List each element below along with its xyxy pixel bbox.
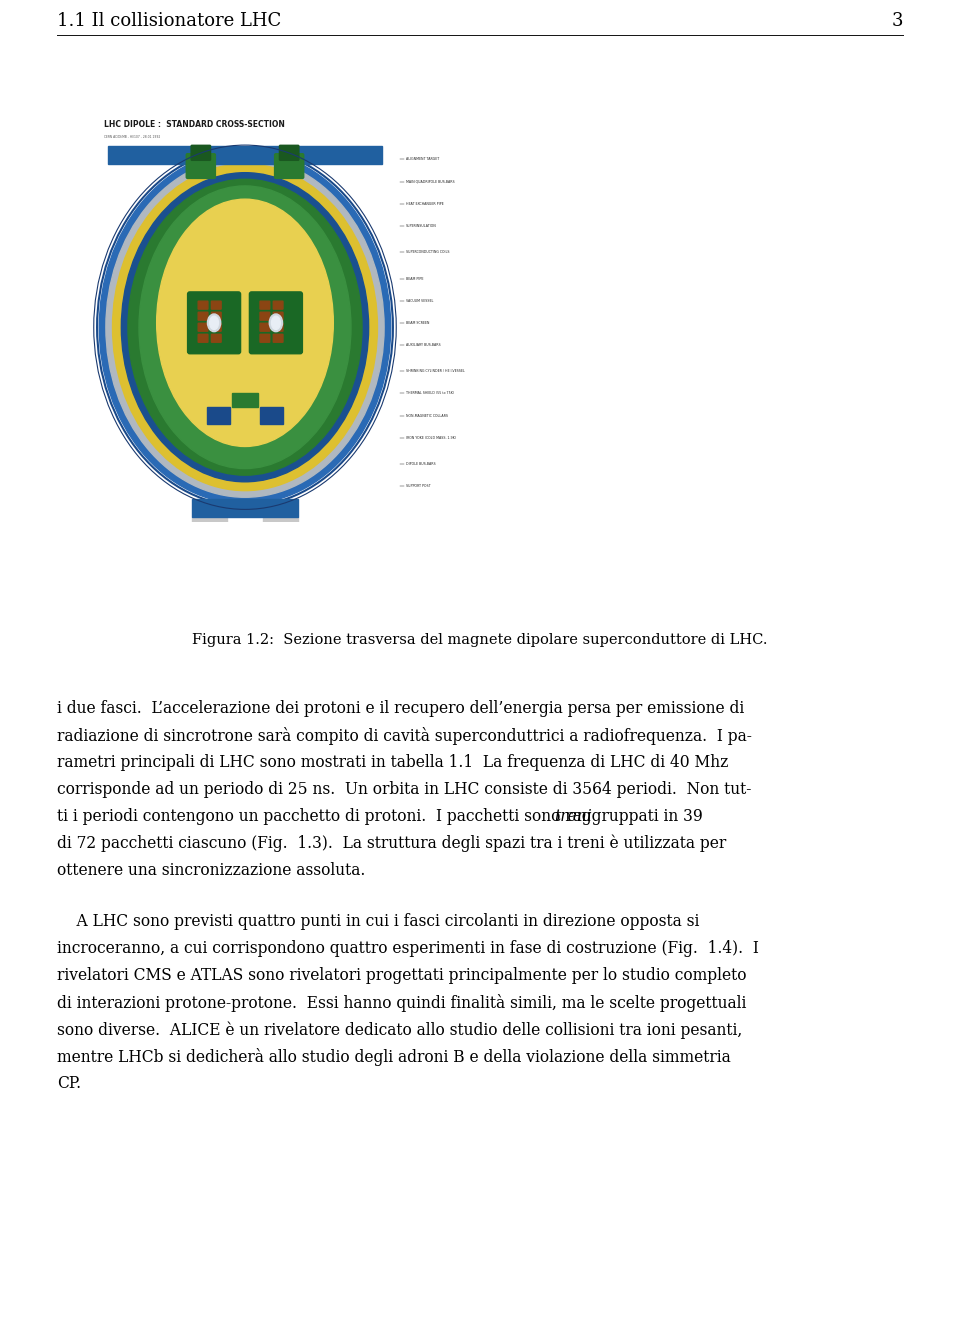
FancyBboxPatch shape [250,292,302,354]
Ellipse shape [207,314,221,331]
FancyBboxPatch shape [187,539,231,552]
FancyBboxPatch shape [231,393,258,406]
FancyBboxPatch shape [211,302,221,310]
Text: BEAM SCREEN: BEAM SCREEN [406,320,429,325]
Text: THERMAL SHIELD (55 to 75K): THERMAL SHIELD (55 to 75K) [406,392,454,396]
FancyBboxPatch shape [274,323,283,331]
FancyBboxPatch shape [211,323,221,331]
Ellipse shape [106,157,384,498]
FancyBboxPatch shape [258,539,302,552]
FancyBboxPatch shape [192,518,228,552]
Text: HEAT EXCHANGER PIPE: HEAT EXCHANGER PIPE [406,201,444,205]
Text: DIPOLE BUS-BARS: DIPOLE BUS-BARS [406,463,436,467]
FancyBboxPatch shape [198,334,208,342]
Text: BEAM PIPE: BEAM PIPE [406,276,423,280]
Text: SUPERINSULATION: SUPERINSULATION [406,224,437,228]
Text: di interazioni protone-protone.  Essi hanno quindi finalità simili, ma le scelte: di interazioni protone-protone. Essi han… [57,994,746,1012]
Text: AUXILIARY BUS-BARS: AUXILIARY BUS-BARS [406,343,441,347]
Text: treni: treni [554,809,592,825]
FancyBboxPatch shape [274,334,283,342]
FancyBboxPatch shape [207,406,229,424]
FancyBboxPatch shape [192,499,298,518]
FancyBboxPatch shape [258,546,302,552]
Text: i due fasci.  L’accelerazione dei protoni e il recupero dell’energia persa per e: i due fasci. L’accelerazione dei protoni… [57,700,744,717]
Text: SUPPORT POST: SUPPORT POST [406,484,431,488]
Ellipse shape [269,314,282,331]
FancyBboxPatch shape [260,406,282,424]
FancyBboxPatch shape [279,145,299,161]
FancyBboxPatch shape [211,312,221,320]
FancyBboxPatch shape [187,543,231,552]
Ellipse shape [156,200,333,447]
FancyBboxPatch shape [260,312,270,320]
Text: VACUUM VESSEL: VACUUM VESSEL [406,299,434,303]
Text: sono diverse.  ALICE è un rivelatore dedicato allo studio delle collisioni tra i: sono diverse. ALICE è un rivelatore dedi… [57,1022,742,1039]
FancyBboxPatch shape [108,146,382,164]
Ellipse shape [209,316,219,330]
Text: SHRINKING CYLINDER / HE I-VESSEL: SHRINKING CYLINDER / HE I-VESSEL [406,369,465,373]
Text: A LHC sono previsti quattro punti in cui i fasci circolanti in direzione opposta: A LHC sono previsti quattro punti in cui… [57,913,700,931]
Text: 1.1 Il collisionatore LHC: 1.1 Il collisionatore LHC [57,12,281,30]
Text: CERN AC/DI/MB - HI/107 - 28.01.1992: CERN AC/DI/MB - HI/107 - 28.01.1992 [104,135,160,139]
Text: incroceranno, a cui corrispondono quattro esperimenti in fase di costruzione (Fi: incroceranno, a cui corrispondono quattr… [57,940,758,957]
FancyBboxPatch shape [187,546,231,552]
Ellipse shape [112,164,377,491]
FancyBboxPatch shape [274,312,283,320]
Ellipse shape [128,180,362,475]
Text: Figura 1.2:  Sezione trasversa del magnete dipolare superconduttore di LHC.: Figura 1.2: Sezione trasversa del magnet… [192,633,768,646]
Text: CP.: CP. [57,1075,82,1093]
Text: corrisponde ad un periodo di 25 ns.  Un orbita in LHC consiste di 3564 periodi. : corrisponde ad un periodo di 25 ns. Un o… [57,780,752,798]
Text: SUPERCONDUCTING COILS: SUPERCONDUCTING COILS [406,251,449,255]
FancyBboxPatch shape [275,154,303,178]
Text: IRON YOKE (COLD MASS, 1.9K): IRON YOKE (COLD MASS, 1.9K) [406,436,456,440]
Text: 3: 3 [892,12,903,30]
FancyBboxPatch shape [263,518,298,552]
FancyBboxPatch shape [187,292,241,354]
FancyBboxPatch shape [211,334,221,342]
Text: MAIN QUADRIPOLE BUS-BARS: MAIN QUADRIPOLE BUS-BARS [406,180,455,184]
FancyBboxPatch shape [260,323,270,331]
Ellipse shape [272,316,280,330]
Ellipse shape [121,173,369,481]
FancyBboxPatch shape [260,334,270,342]
Ellipse shape [139,186,351,468]
FancyBboxPatch shape [258,543,302,552]
FancyBboxPatch shape [198,302,208,310]
FancyBboxPatch shape [191,145,210,161]
FancyBboxPatch shape [260,302,270,310]
FancyBboxPatch shape [186,154,215,178]
Text: LHC DIPOLE :  STANDARD CROSS-SECTION: LHC DIPOLE : STANDARD CROSS-SECTION [104,119,284,129]
Text: rivelatori CMS e ATLAS sono rivelatori progettati principalmente per lo studio c: rivelatori CMS e ATLAS sono rivelatori p… [57,967,747,984]
Text: ti i periodi contengono un pacchetto di protoni.  I pacchetti sono raggruppati i: ti i periodi contengono un pacchetto di … [57,809,708,825]
Text: ottenere una sincronizzazione assoluta.: ottenere una sincronizzazione assoluta. [57,862,366,878]
Text: radiazione di sincrotrone sarà compito di cavità superconduttrici a radiofrequen: radiazione di sincrotrone sarà compito d… [57,727,752,746]
Text: ALIGNMENT TARGET: ALIGNMENT TARGET [406,157,440,161]
FancyBboxPatch shape [274,302,283,310]
Text: rametri principali di LHC sono mostrati in tabella 1.1  La frequenza di LHC di 4: rametri principali di LHC sono mostrati … [57,754,729,771]
Text: mentre LHCb si dedicherà allo studio degli adroni B e della violazione della sim: mentre LHCb si dedicherà allo studio deg… [57,1049,731,1066]
Ellipse shape [99,150,391,504]
Text: di 72 pacchetti ciascuno (Fig.  1.3).  La struttura degli spazi tra i treni è ut: di 72 pacchetti ciascuno (Fig. 1.3). La … [57,835,727,853]
Text: NON-MAGNETIC COLLARS: NON-MAGNETIC COLLARS [406,413,448,417]
FancyBboxPatch shape [198,312,208,320]
FancyBboxPatch shape [198,323,208,331]
